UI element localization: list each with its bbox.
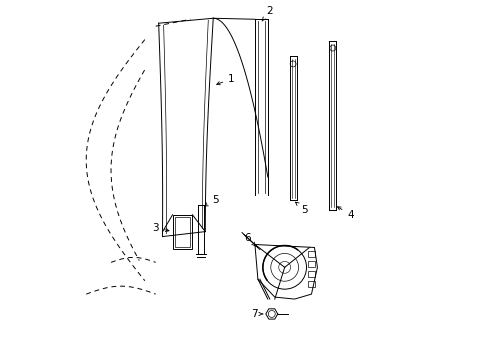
- Bar: [307, 281, 315, 287]
- Text: 4: 4: [337, 207, 353, 220]
- Bar: [172, 215, 192, 249]
- Bar: [307, 251, 315, 257]
- Text: 6: 6: [244, 233, 255, 247]
- Text: 5: 5: [204, 195, 219, 206]
- Text: 7: 7: [250, 309, 262, 319]
- Text: 1: 1: [216, 74, 234, 85]
- Text: 3: 3: [152, 222, 169, 233]
- Bar: [307, 271, 315, 277]
- Text: 5: 5: [295, 202, 307, 215]
- Text: 2: 2: [262, 6, 273, 21]
- Bar: [307, 261, 315, 267]
- Bar: [174, 217, 190, 247]
